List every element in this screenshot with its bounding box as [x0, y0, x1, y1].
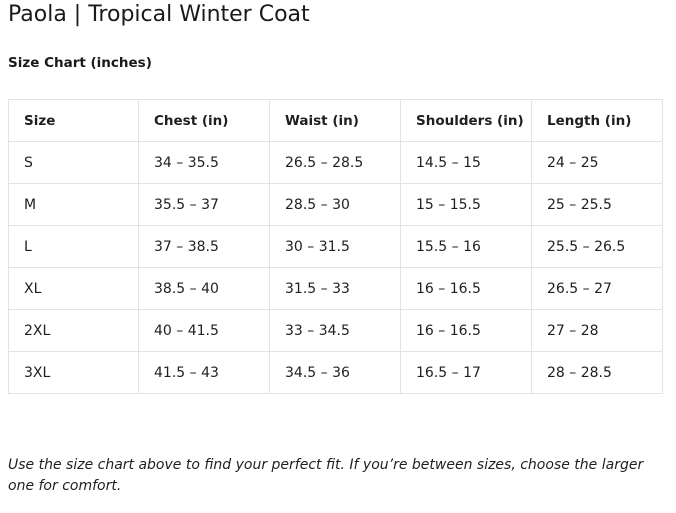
cell-length: 27 – 28 [531, 309, 663, 352]
cell-length: 28 – 28.5 [531, 351, 663, 394]
header-waist: Waist (in) [269, 99, 401, 142]
cell-waist: 26.5 – 28.5 [269, 141, 401, 184]
cell-chest: 38.5 – 40 [138, 267, 270, 310]
table-row: 3XL 41.5 – 43 34.5 – 36 16.5 – 17 28 – 2… [8, 351, 663, 394]
cell-chest: 34 – 35.5 [138, 141, 270, 184]
page-title: Paola | Tropical Winter Coat [8, 2, 310, 27]
table-row: M 35.5 – 37 28.5 – 30 15 – 15.5 25 – 25.… [8, 183, 663, 226]
table-row: L 37 – 38.5 30 – 31.5 15.5 – 16 25.5 – 2… [8, 225, 663, 268]
cell-size: 3XL [8, 351, 139, 394]
cell-length: 25 – 25.5 [531, 183, 663, 226]
cell-waist: 34.5 – 36 [269, 351, 401, 394]
cell-shoulders: 16.5 – 17 [400, 351, 532, 394]
cell-length: 26.5 – 27 [531, 267, 663, 310]
cell-chest: 37 – 38.5 [138, 225, 270, 268]
header-size: Size [8, 99, 139, 142]
cell-waist: 28.5 – 30 [269, 183, 401, 226]
cell-size: L [8, 225, 139, 268]
cell-waist: 30 – 31.5 [269, 225, 401, 268]
table-row: 2XL 40 – 41.5 33 – 34.5 16 – 16.5 27 – 2… [8, 309, 663, 352]
cell-size: 2XL [8, 309, 139, 352]
cell-size: M [8, 183, 139, 226]
cell-shoulders: 16 – 16.5 [400, 267, 532, 310]
header-chest: Chest (in) [138, 99, 270, 142]
size-chart-table: Size Chest (in) Waist (in) Shoulders (in… [8, 99, 663, 394]
cell-length: 25.5 – 26.5 [531, 225, 663, 268]
cell-waist: 33 – 34.5 [269, 309, 401, 352]
cell-waist: 31.5 – 33 [269, 267, 401, 310]
cell-length: 24 – 25 [531, 141, 663, 184]
cell-chest: 41.5 – 43 [138, 351, 270, 394]
cell-shoulders: 16 – 16.5 [400, 309, 532, 352]
size-chart-heading: Size Chart (inches) [8, 55, 152, 71]
fit-advice-note: Use the size chart above to find your pe… [8, 457, 644, 494]
cell-shoulders: 14.5 – 15 [400, 141, 532, 184]
table-header-row: Size Chest (in) Waist (in) Shoulders (in… [8, 99, 663, 142]
cell-size: S [8, 141, 139, 184]
header-length: Length (in) [531, 99, 663, 142]
table-row: S 34 – 35.5 26.5 – 28.5 14.5 – 15 24 – 2… [8, 141, 663, 184]
header-shoulders: Shoulders (in) [400, 99, 532, 142]
cell-shoulders: 15 – 15.5 [400, 183, 532, 226]
cell-chest: 40 – 41.5 [138, 309, 270, 352]
table-row: XL 38.5 – 40 31.5 – 33 16 – 16.5 26.5 – … [8, 267, 663, 310]
cell-chest: 35.5 – 37 [138, 183, 270, 226]
cell-shoulders: 15.5 – 16 [400, 225, 532, 268]
cell-size: XL [8, 267, 139, 310]
